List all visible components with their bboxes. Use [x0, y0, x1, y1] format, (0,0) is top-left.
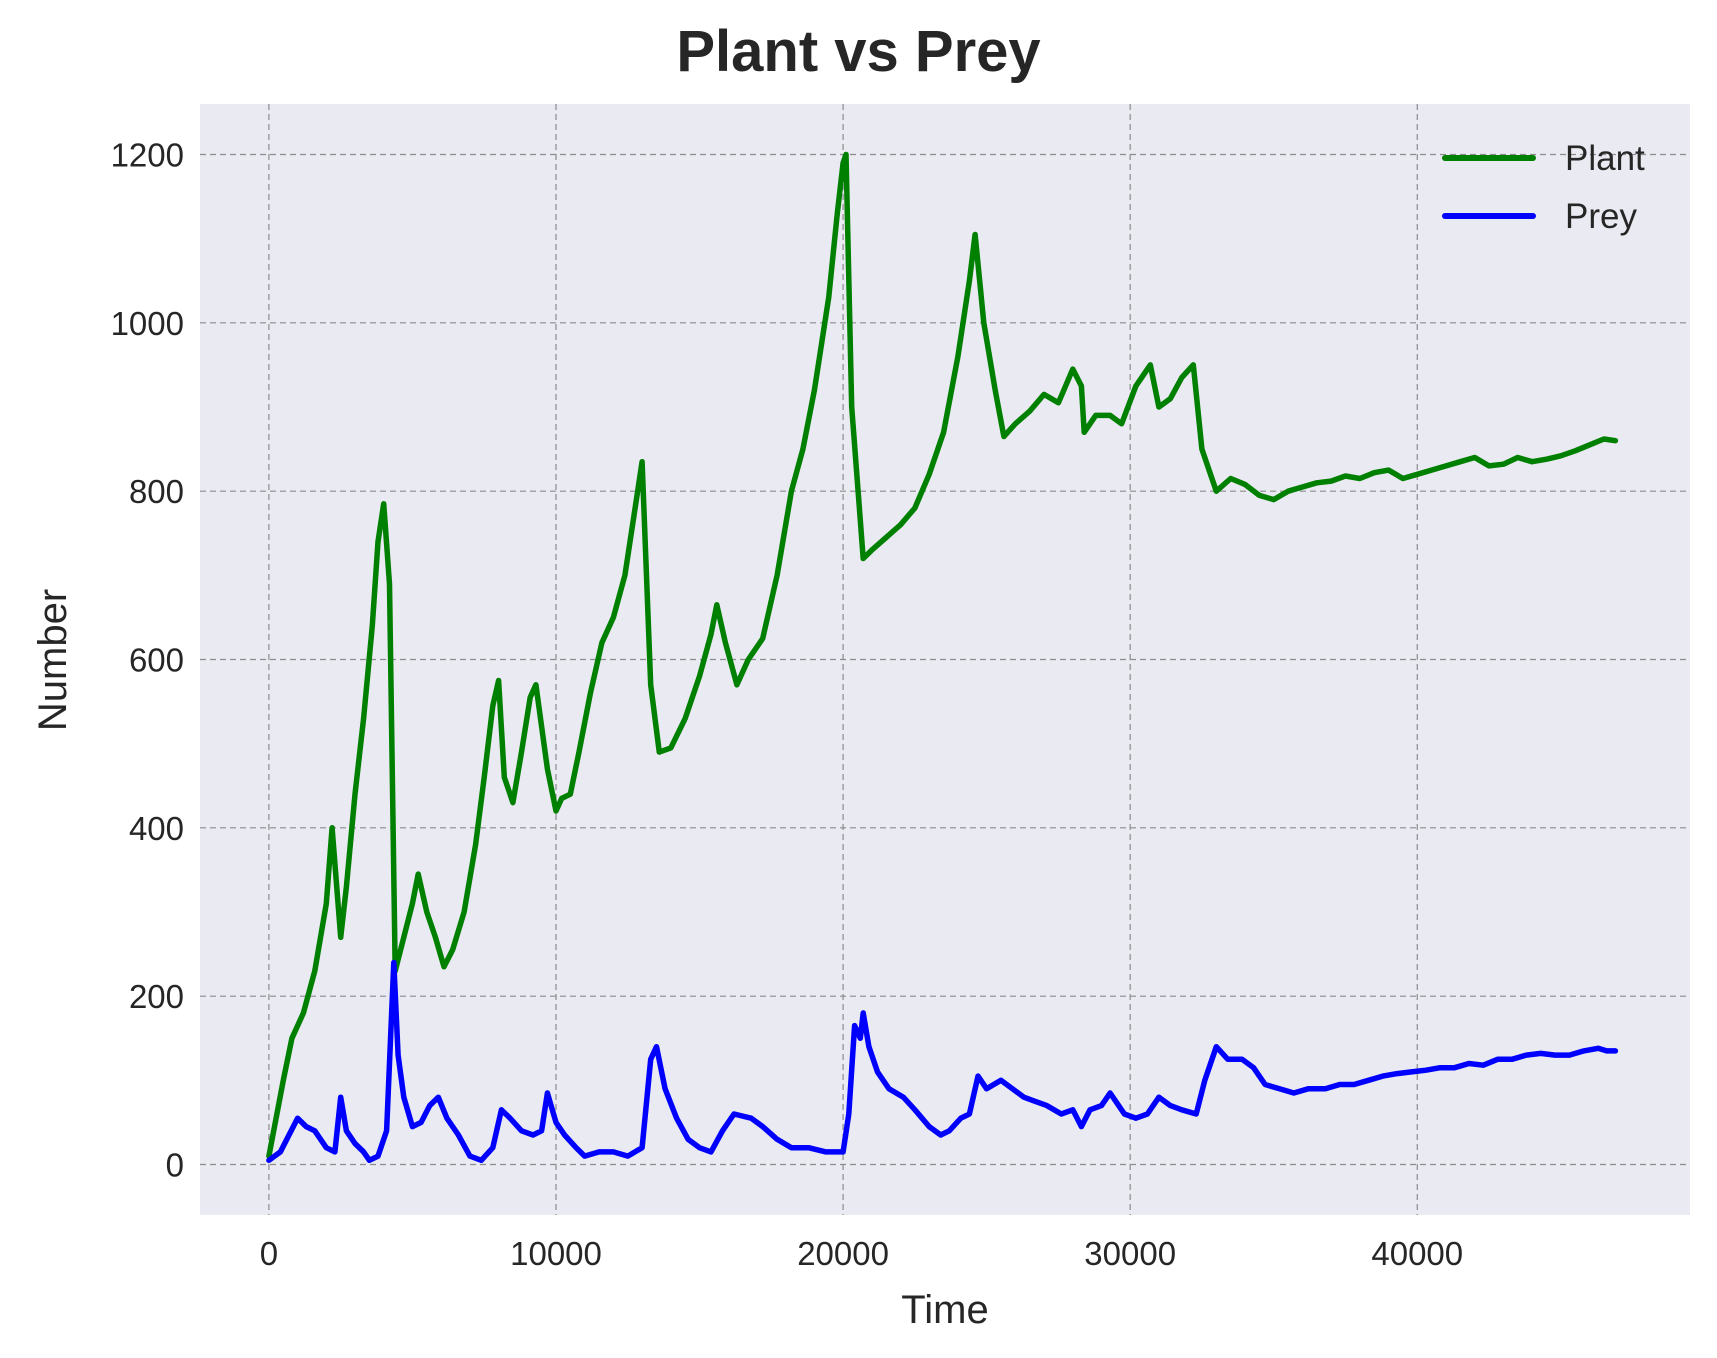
y-tick-label: 800 [129, 473, 184, 510]
x-tick-label: 30000 [1084, 1235, 1176, 1272]
grid-lines [200, 104, 1690, 1215]
x-tick-label: 40000 [1371, 1235, 1463, 1272]
x-tick-label: 10000 [510, 1235, 602, 1272]
x-tick-labels: 0 10000 20000 30000 40000 [260, 1235, 1463, 1272]
y-tick-label: 600 [129, 642, 184, 679]
legend: Plant Prey [1442, 139, 1645, 236]
y-tick-labels: 0 200 400 600 800 1000 1200 [111, 137, 184, 1184]
y-tick-label: 200 [129, 978, 184, 1015]
series-line-plant [266, 151, 1619, 1159]
x-tick-label: 20000 [797, 1235, 889, 1272]
x-axis-label: Time [901, 1288, 988, 1332]
y-tick-label: 0 [166, 1147, 184, 1184]
y-tick-label: 1000 [111, 305, 184, 342]
x-tick-label: 0 [260, 1235, 278, 1272]
chart-title: Plant vs Prey [676, 19, 1041, 84]
y-tick-label: 400 [129, 810, 184, 847]
legend-label-plant: Plant [1565, 139, 1645, 178]
y-tick-label: 1200 [111, 137, 184, 174]
series-lines [266, 151, 1619, 1164]
series-line-prey [266, 959, 1619, 1164]
legend-label-prey: Prey [1565, 197, 1637, 236]
y-axis-label: Number [31, 589, 75, 731]
